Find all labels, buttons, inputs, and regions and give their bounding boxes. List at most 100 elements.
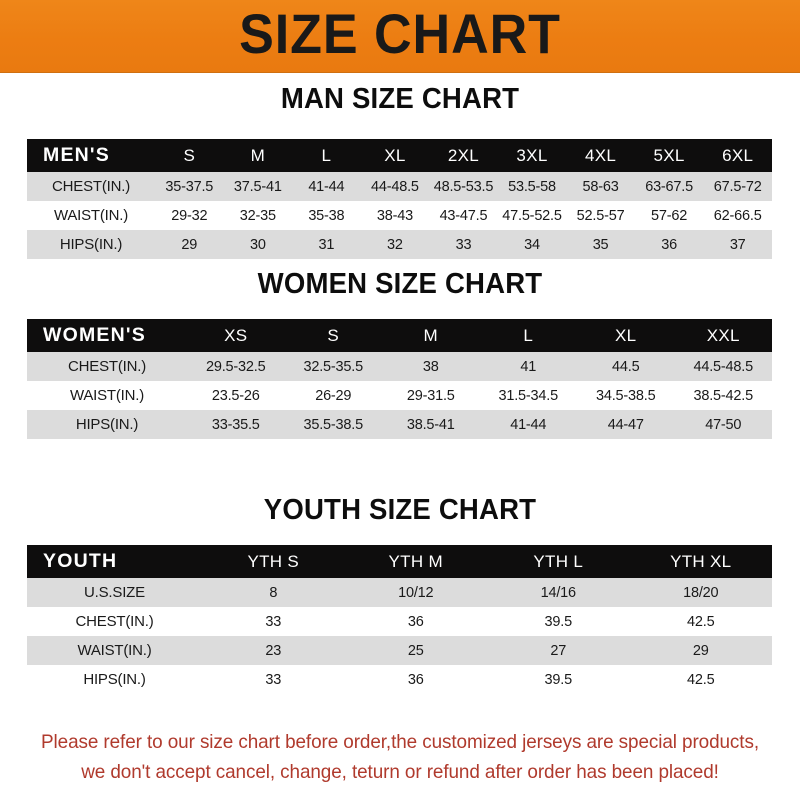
youth-cell: 42.5 [629, 665, 772, 694]
men-section-title: MAN SIZE CHART [280, 83, 520, 115]
men-cell: 48.5-53.5 [429, 172, 498, 201]
page-banner: SIZE CHART [0, 0, 800, 73]
women-cell: 38.5-42.5 [674, 381, 772, 410]
women-cell: 23.5-26 [187, 381, 285, 410]
youth-row-label: CHEST(IN.) [27, 607, 202, 636]
youth-cell: 10/12 [344, 578, 487, 607]
youth-cell: 36 [344, 665, 487, 694]
women-column-header: XXL [674, 319, 772, 352]
women-size-chart: WOMEN'S XS S M L XL XXL CHEST(IN.) 29.5-32.5 32.… [27, 319, 772, 439]
women-cell: 38 [382, 352, 480, 381]
men-cell: 44-48.5 [360, 172, 430, 201]
women-row-label: CHEST(IN.) [27, 352, 187, 381]
table-row: CHEST(IN.) 35-37.5 37.5-41 41-44 44-48.5 48.5… [27, 172, 772, 201]
men-row-label: CHEST(IN.) [27, 172, 155, 201]
women-size-table: WOMEN'S XS S M L XL XXL CHEST(IN.) 29.5-32.5 32.… [27, 319, 772, 439]
men-row-label: WAIST(IN.) [27, 201, 155, 230]
table-row: HIPS(IN.) 29 30 31 32 33 34 35 36 37 [27, 230, 772, 259]
men-cell: 32 [360, 230, 430, 259]
men-cell: 36 [634, 230, 704, 259]
men-cell: 32-35 [223, 201, 293, 230]
women-cell: 41-44 [479, 410, 577, 439]
men-cell: 35-37.5 [155, 172, 224, 201]
women-column-header: L [479, 319, 577, 352]
men-cell: 41-44 [292, 172, 361, 201]
men-cell: 52.5-57 [566, 201, 635, 230]
women-cell: 44.5 [577, 352, 675, 381]
youth-cell: 14/16 [487, 578, 630, 607]
men-header-row: MEN'S S M L XL 2XL 3XL 4XL 5XL 6XL [27, 139, 772, 172]
youth-cell: 25 [344, 636, 487, 665]
men-column-header: 3XL [497, 139, 567, 172]
women-cell: 33-35.5 [187, 410, 285, 439]
youth-size-table: YOUTH YTH S YTH M YTH L YTH XL U.S.SIZE 8 10/1… [27, 545, 772, 694]
men-column-header: 5XL [634, 139, 704, 172]
women-cell: 35.5-38.5 [284, 410, 382, 439]
men-row-label: HIPS(IN.) [27, 230, 155, 259]
men-cell: 53.5-58 [497, 172, 567, 201]
men-cell: 35 [566, 230, 635, 259]
men-column-header: S [155, 139, 224, 172]
youth-cell: 33 [202, 607, 345, 636]
men-cell: 43-47.5 [429, 201, 498, 230]
men-cell: 30 [223, 230, 293, 259]
women-corner-label: WOMEN'S [27, 319, 187, 352]
youth-column-header: YTH XL [629, 545, 772, 578]
table-row: HIPS(IN.) 33 36 39.5 42.5 [27, 665, 772, 694]
women-cell: 41 [479, 352, 577, 381]
youth-cell: 23 [202, 636, 345, 665]
order-policy-note: Please refer to our size chart before or… [12, 727, 788, 787]
men-table-head: MEN'S S M L XL 2XL 3XL 4XL 5XL 6XL [27, 139, 772, 172]
table-row: HIPS(IN.) 33-35.5 35.5-38.5 38.5-41 41-44 44-… [27, 410, 772, 439]
order-policy-note-line-2: we don't accept cancel, change, teturn o… [81, 761, 719, 783]
youth-cell: 18/20 [629, 578, 772, 607]
men-size-chart: MEN'S S M L XL 2XL 3XL 4XL 5XL 6XL CHEST(IN.) 35-3… [27, 139, 772, 259]
table-row: CHEST(IN.) 29.5-32.5 32.5-35.5 38 41 44.5 44.5… [27, 352, 772, 381]
men-size-table: MEN'S S M L XL 2XL 3XL 4XL 5XL 6XL CHEST(IN.) 35-3… [27, 139, 772, 259]
youth-row-label: WAIST(IN.) [27, 636, 202, 665]
youth-cell: 27 [487, 636, 630, 665]
youth-cell: 39.5 [487, 607, 630, 636]
women-cell: 38.5-41 [382, 410, 480, 439]
youth-header-row: YOUTH YTH S YTH M YTH L YTH XL [27, 545, 772, 578]
men-cell: 67.5-72 [703, 172, 772, 201]
youth-size-chart: YOUTH YTH S YTH M YTH L YTH XL U.S.SIZE 8 10/1… [27, 545, 772, 694]
table-row: U.S.SIZE 8 10/12 14/16 18/20 [27, 578, 772, 607]
men-column-header: 2XL [429, 139, 498, 172]
women-cell: 29.5-32.5 [187, 352, 285, 381]
table-row: CHEST(IN.) 33 36 39.5 42.5 [27, 607, 772, 636]
table-row: WAIST(IN.) 29-32 32-35 35-38 38-43 43-47.5 47.… [27, 201, 772, 230]
women-cell: 47-50 [674, 410, 772, 439]
men-column-header: 4XL [566, 139, 635, 172]
men-column-header: 6XL [703, 139, 772, 172]
men-cell: 37 [703, 230, 772, 259]
youth-cell: 29 [629, 636, 772, 665]
women-row-label: HIPS(IN.) [27, 410, 187, 439]
youth-cell: 42.5 [629, 607, 772, 636]
women-row-label: WAIST(IN.) [27, 381, 187, 410]
youth-cell: 36 [344, 607, 487, 636]
page-title: SIZE CHART [239, 2, 561, 65]
women-table-body: CHEST(IN.) 29.5-32.5 32.5-35.5 38 41 44.5 44.5… [27, 352, 772, 439]
men-cell: 34 [497, 230, 567, 259]
women-cell: 29-31.5 [382, 381, 480, 410]
women-cell: 26-29 [284, 381, 382, 410]
men-cell: 63-67.5 [634, 172, 704, 201]
men-column-header: L [292, 139, 361, 172]
women-cell: 44-47 [577, 410, 675, 439]
women-column-header: M [382, 319, 480, 352]
women-cell: 31.5-34.5 [479, 381, 577, 410]
women-column-header: XL [577, 319, 675, 352]
youth-row-label: HIPS(IN.) [27, 665, 202, 694]
men-cell: 58-63 [566, 172, 635, 201]
youth-cell: 33 [202, 665, 345, 694]
youth-section-title: YOUTH SIZE CHART [263, 494, 537, 526]
table-row: WAIST(IN.) 23 25 27 29 [27, 636, 772, 665]
youth-cell: 39.5 [487, 665, 630, 694]
men-cell: 29 [155, 230, 224, 259]
youth-corner-label: YOUTH [27, 545, 202, 578]
youth-table-body: U.S.SIZE 8 10/12 14/16 18/20 CHEST(IN.) 33 36 39… [27, 578, 772, 694]
men-cell: 35-38 [292, 201, 361, 230]
youth-cell: 8 [202, 578, 345, 607]
order-policy-note-line-1: Please refer to our size chart before or… [41, 731, 759, 753]
